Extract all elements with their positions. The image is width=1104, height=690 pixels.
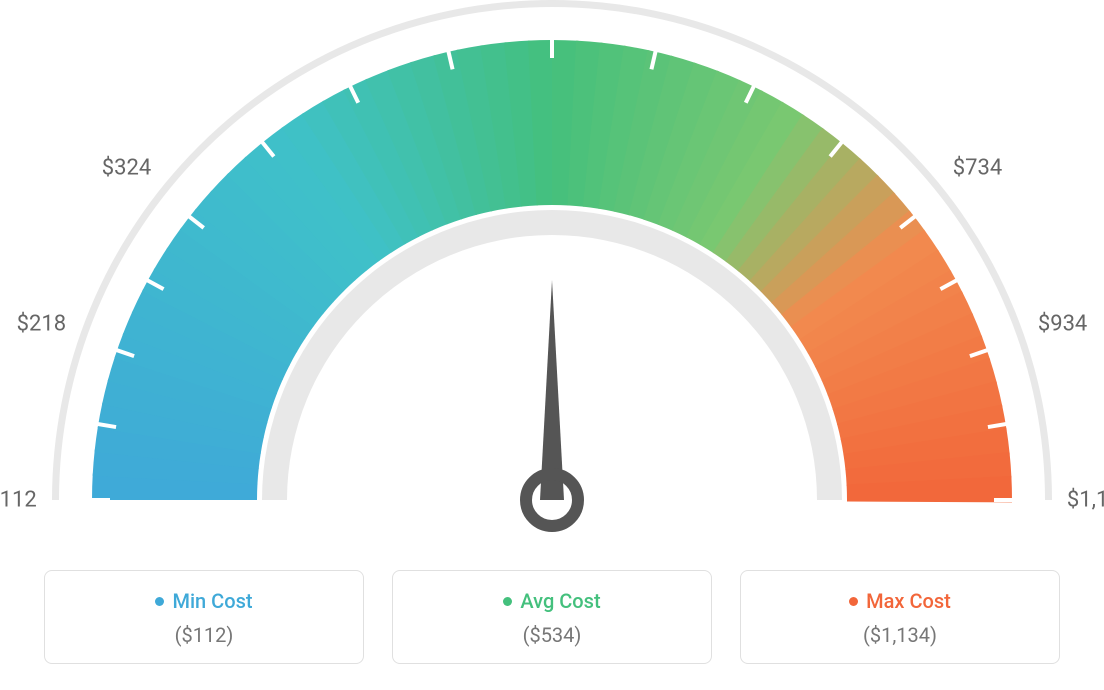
gauge-tick-label: $218 <box>17 312 66 337</box>
gauge-tick-label: $112 <box>0 488 37 513</box>
legend-value-max: ($1,134) <box>765 623 1035 647</box>
legend-card-min: Min Cost ($112) <box>44 570 364 664</box>
legend-title-max: Max Cost <box>849 589 951 613</box>
legend-dot-max <box>849 597 858 606</box>
gauge-svg <box>0 0 1104 560</box>
gauge-tick-label: $324 <box>102 155 151 180</box>
legend-row: Min Cost ($112) Avg Cost ($534) Max Cost… <box>0 570 1104 664</box>
legend-dot-avg <box>503 597 512 606</box>
legend-title-avg: Avg Cost <box>503 589 600 613</box>
legend-card-avg: Avg Cost ($534) <box>392 570 712 664</box>
gauge-chart: $112$218$324$534$734$934$1,134 <box>0 0 1104 560</box>
legend-dot-min <box>155 597 164 606</box>
legend-label-min: Min Cost <box>172 589 252 613</box>
gauge-tick-label: $934 <box>1038 312 1087 337</box>
legend-card-max: Max Cost ($1,134) <box>740 570 1060 664</box>
legend-value-avg: ($534) <box>417 623 687 647</box>
legend-title-min: Min Cost <box>155 589 252 613</box>
legend-value-min: ($112) <box>69 623 339 647</box>
legend-label-avg: Avg Cost <box>520 589 600 613</box>
gauge-tick-label: $1,134 <box>1067 488 1104 513</box>
gauge-tick-label: $734 <box>953 155 1002 180</box>
legend-label-max: Max Cost <box>866 589 951 613</box>
